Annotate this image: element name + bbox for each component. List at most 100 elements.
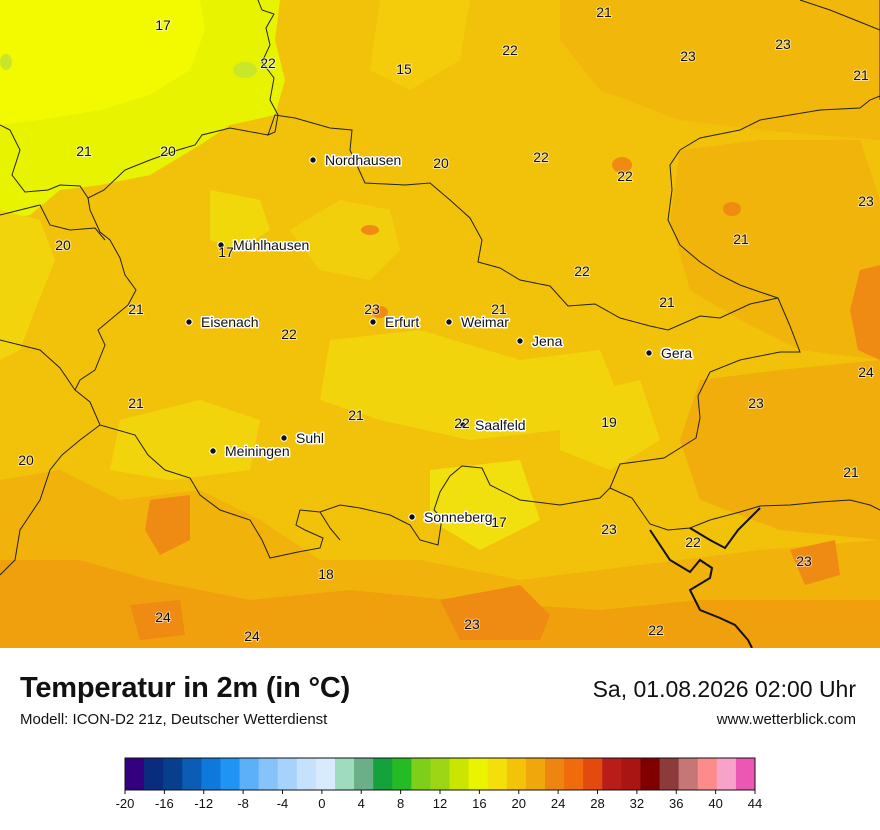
model-info: Modell: ICON-D2 21z, Deutscher Wetterdie… (20, 711, 328, 728)
city-label: Jena (532, 333, 563, 349)
national-border (649, 507, 761, 648)
temperature-value: 23 (680, 48, 696, 64)
city-label: Suhl (296, 430, 324, 446)
temperature-value: 23 (748, 395, 764, 411)
temperature-value: 22 (648, 622, 664, 638)
city-label: Mühlhausen (233, 237, 309, 253)
temperature-value: 24 (858, 364, 874, 380)
map-title: Temperatur in 2m (in °C) (20, 672, 351, 704)
legend-tick-label: 44 (748, 796, 762, 811)
temperature-value: 23 (775, 36, 791, 52)
map-background (0, 0, 880, 648)
city-label: Meiningen (225, 443, 290, 459)
city-markers: Nordhausen Mühlhausen Eisenach Erfurt Weimar… (185, 151, 694, 527)
temperature-value: 21 (76, 143, 92, 159)
legend-tick-label: 4 (358, 796, 365, 811)
legend-tick-label: -20 (116, 796, 135, 811)
temperature-value: 22 (617, 168, 633, 184)
city-dot (369, 318, 377, 326)
legend-color-swatch (468, 758, 489, 790)
temperature-value: 22 (533, 149, 549, 165)
temperature-value: 24 (244, 628, 260, 644)
legend-tick-label: 16 (472, 796, 486, 811)
website-link[interactable]: www.wetterblick.com (716, 711, 856, 728)
legend-color-swatch (487, 758, 508, 790)
city-dot (516, 337, 524, 345)
temperature-value: 22 (502, 42, 518, 58)
temperature-value: 22 (281, 326, 297, 342)
temperature-value: 20 (55, 237, 71, 253)
city-label: Nordhausen (325, 152, 401, 168)
state-borders (0, 0, 880, 576)
temperature-value: 20 (160, 143, 176, 159)
temperature-value: 21 (843, 464, 859, 480)
city-dot (445, 318, 453, 326)
legend-color-swatch (678, 758, 699, 790)
temperature-value: 21 (491, 301, 507, 317)
legend-tick-label: -8 (237, 796, 249, 811)
temperature-map: Nordhausen Mühlhausen Eisenach Erfurt Weimar… (0, 0, 880, 648)
legend-tick-label: 0 (318, 796, 325, 811)
temperature-value: 23 (364, 301, 380, 317)
legend-color-swatch (315, 758, 336, 790)
legend-ticks: -20 -16 -12 -8 -4 0 4 8 12 16 20 24 28 32 36 40 44 (116, 790, 762, 811)
temperature-value: 24 (155, 609, 171, 625)
legend-tick-label: 8 (397, 796, 404, 811)
city-label: Eisenach (201, 314, 259, 330)
legend-color-swatch (735, 758, 756, 790)
temperature-value: 23 (858, 193, 874, 209)
city-label: Gera (661, 345, 692, 361)
temperature-value: 17 (155, 17, 171, 33)
temperature-value: 22 (260, 55, 276, 71)
legend-tick-label: -16 (155, 796, 174, 811)
legend-color-swatch (296, 758, 317, 790)
legend-color-swatch (602, 758, 622, 790)
legend-color-swatch (163, 758, 183, 790)
legend-color-swatch (659, 758, 680, 790)
temperature-value: 23 (601, 521, 617, 537)
city-dot (459, 421, 467, 429)
legend-color-swatch (449, 758, 470, 790)
legend-color-swatch (239, 758, 260, 790)
temperature-value: 22 (685, 534, 701, 550)
color-legend: -20 -16 -12 -8 -4 0 4 8 12 16 20 24 28 32 36 40 44 (0, 752, 880, 822)
temperature-value: 15 (396, 61, 412, 77)
city-dot (185, 318, 193, 326)
legend-color-swatch (220, 758, 241, 790)
legend-color-swatch (430, 758, 451, 790)
legend-color-swatch (201, 758, 221, 790)
legend-color-swatch (373, 758, 393, 790)
temperature-value: 21 (659, 294, 675, 310)
legend-color-swatch (564, 758, 584, 790)
temperature-value: 21 (128, 395, 144, 411)
legend-tick-label: 12 (433, 796, 447, 811)
city-dot (280, 434, 288, 442)
city-label: Weimar (461, 314, 509, 330)
city-label: Sonneberg (424, 509, 493, 525)
temperature-value: 22 (574, 263, 590, 279)
temperature-value: 21 (348, 407, 364, 423)
temperature-value: 22 (454, 415, 470, 431)
city-dot (309, 156, 317, 164)
legend-color-swatch (506, 758, 527, 790)
city-label: Saalfeld (475, 417, 526, 433)
city-dot (645, 349, 653, 357)
legend-tick-label: -4 (277, 796, 289, 811)
city-label: Erfurt (385, 314, 419, 330)
temperature-value: 21 (128, 301, 144, 317)
legend-tick-label: 20 (512, 796, 526, 811)
temperature-value: 17 (218, 244, 234, 260)
legend-color-swatch (545, 758, 565, 790)
legend-tick-label: 24 (551, 796, 565, 811)
temperature-value: 21 (853, 67, 869, 83)
legend-color-swatch (525, 758, 546, 790)
temperature-value: 18 (318, 566, 334, 582)
city-dot (217, 241, 225, 249)
city-dot (209, 447, 217, 455)
legend-color-swatch (621, 758, 641, 790)
legend-color-swatch (640, 758, 661, 790)
legend-color-swatch (144, 758, 164, 790)
forecast-datetime: Sa, 01.08.2026 02:00 Uhr (592, 676, 856, 702)
temperature-value: 20 (18, 452, 34, 468)
legend-color-swatch (258, 758, 279, 790)
